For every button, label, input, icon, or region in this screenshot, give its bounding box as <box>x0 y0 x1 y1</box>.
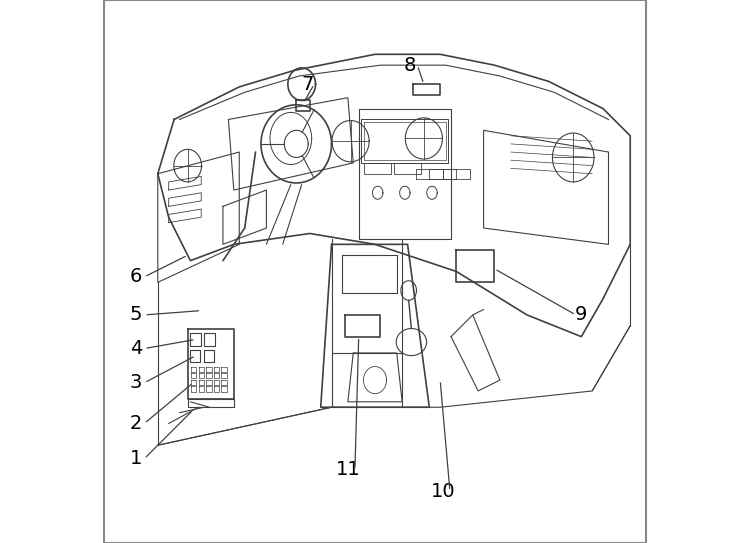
Text: 5: 5 <box>130 306 142 324</box>
Text: 4: 4 <box>130 339 142 358</box>
Text: 10: 10 <box>430 482 455 501</box>
Text: 6: 6 <box>130 268 142 286</box>
Text: 3: 3 <box>130 374 142 392</box>
Text: 9: 9 <box>575 306 587 324</box>
Text: 1: 1 <box>130 450 142 468</box>
Text: 8: 8 <box>404 56 416 74</box>
Text: 11: 11 <box>335 460 360 479</box>
Text: 7: 7 <box>301 75 313 93</box>
Text: 2: 2 <box>130 414 142 433</box>
